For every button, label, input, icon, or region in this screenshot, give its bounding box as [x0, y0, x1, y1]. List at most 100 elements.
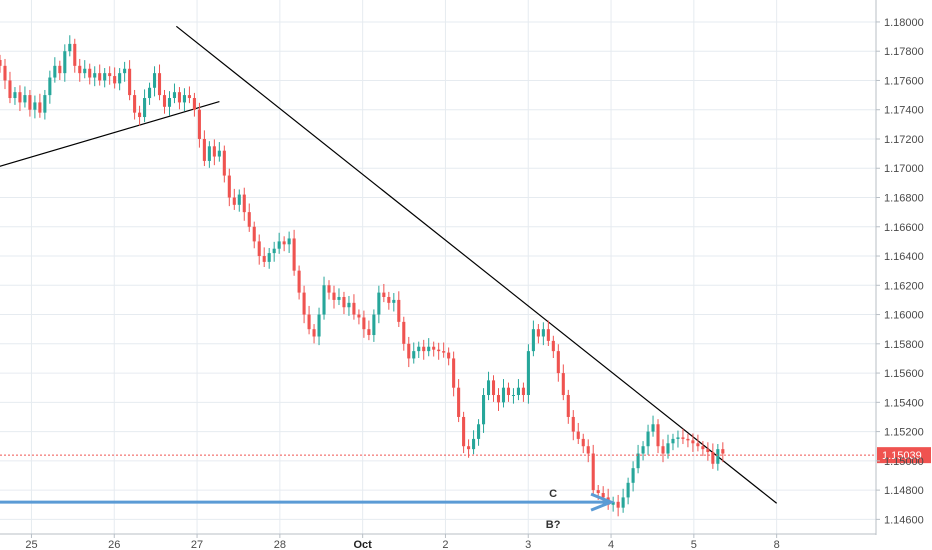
candle-body — [407, 343, 411, 359]
candle — [118, 68, 122, 91]
candle — [432, 341, 436, 357]
candle — [207, 141, 211, 168]
time-axis[interactable]: 25 26 27 28 Oct 2 3 4 5 8 — [25, 534, 780, 550]
candle-body — [302, 292, 306, 315]
candle-body — [681, 437, 685, 439]
annotation-label: B? — [546, 519, 561, 531]
candle — [616, 494, 620, 517]
candle — [202, 130, 206, 167]
x-tick-label: 25 — [25, 539, 37, 550]
candle — [457, 379, 461, 423]
candle-body — [227, 175, 231, 198]
candle — [721, 442, 725, 463]
candle-body — [521, 387, 525, 396]
candle — [402, 316, 406, 351]
y-tick-label: 1.16800 — [884, 193, 924, 205]
price-axis[interactable]: 1.18000 1.17800 1.17600 1.17400 1.17200 1.170… — [876, 17, 924, 526]
candle — [631, 461, 635, 492]
candle — [676, 430, 680, 448]
candle-body — [232, 197, 236, 205]
candle-body — [297, 270, 301, 293]
candle-body — [207, 146, 211, 161]
candle — [566, 389, 570, 424]
candle — [427, 338, 431, 357]
candle — [656, 419, 660, 454]
x-tick-label: 27 — [191, 539, 203, 550]
candle — [477, 419, 481, 446]
candle — [332, 285, 336, 309]
x-tick-label: 4 — [608, 539, 614, 550]
candle — [716, 444, 720, 471]
candle — [397, 291, 401, 327]
candle — [546, 320, 550, 347]
candle-body — [3, 65, 7, 81]
candle-body — [427, 346, 431, 352]
candle-body — [33, 102, 37, 110]
candle — [377, 285, 381, 324]
candle — [462, 411, 466, 454]
candle — [472, 430, 476, 455]
candle — [182, 88, 186, 112]
y-tick-label: 1.17400 — [884, 105, 924, 117]
candle — [551, 335, 555, 358]
candle-body — [377, 292, 381, 315]
candle-body — [28, 95, 32, 110]
candle — [78, 58, 82, 82]
y-tick-label: 1.18000 — [884, 17, 924, 29]
candle-body — [636, 453, 640, 469]
candle-body — [347, 302, 351, 308]
annotation-label: C — [549, 488, 557, 500]
candle-body — [98, 73, 102, 81]
candle — [666, 434, 670, 459]
candle-body — [337, 296, 341, 300]
candle-body — [601, 493, 605, 498]
candle — [227, 168, 231, 207]
candle — [651, 415, 655, 437]
candle-body — [148, 87, 152, 99]
x-tick-label: Oct — [353, 539, 372, 550]
candle — [337, 288, 341, 306]
candle — [53, 57, 57, 83]
candle — [28, 89, 32, 117]
candle — [172, 83, 177, 104]
candle — [138, 105, 142, 126]
candle-body — [462, 416, 466, 447]
y-tick-label: 1.14800 — [884, 485, 924, 497]
candle-body — [93, 73, 97, 78]
candle-body — [192, 98, 196, 110]
candle — [422, 339, 426, 360]
candle — [252, 221, 256, 249]
candle-body — [242, 194, 246, 213]
candle — [641, 441, 645, 461]
candle — [696, 434, 700, 452]
candle — [63, 44, 67, 82]
candle — [297, 265, 301, 300]
candle — [576, 422, 580, 445]
y-tick-label: 1.14600 — [884, 514, 924, 526]
candle — [327, 280, 331, 300]
y-tick-label: 1.16000 — [884, 310, 924, 322]
candle — [626, 477, 630, 505]
candle — [148, 82, 152, 105]
candle — [591, 444, 595, 496]
candle-body — [506, 387, 511, 396]
candle-body — [247, 212, 251, 227]
candle-body — [152, 73, 157, 88]
candle — [167, 91, 172, 116]
candle — [322, 276, 326, 320]
candle-body — [23, 95, 27, 103]
candle-body — [571, 416, 575, 432]
candle-body — [422, 346, 426, 352]
candle-body — [277, 241, 281, 249]
candle-body — [531, 329, 535, 352]
candle-body — [372, 314, 376, 336]
candle-body — [447, 352, 451, 359]
candle-body — [267, 253, 271, 262]
candle-body — [362, 317, 366, 330]
candle — [162, 89, 167, 114]
y-tick-label: 1.15600 — [884, 368, 924, 380]
candle — [531, 320, 535, 357]
candle — [556, 344, 560, 382]
y-tick-label: 1.17000 — [884, 163, 924, 175]
